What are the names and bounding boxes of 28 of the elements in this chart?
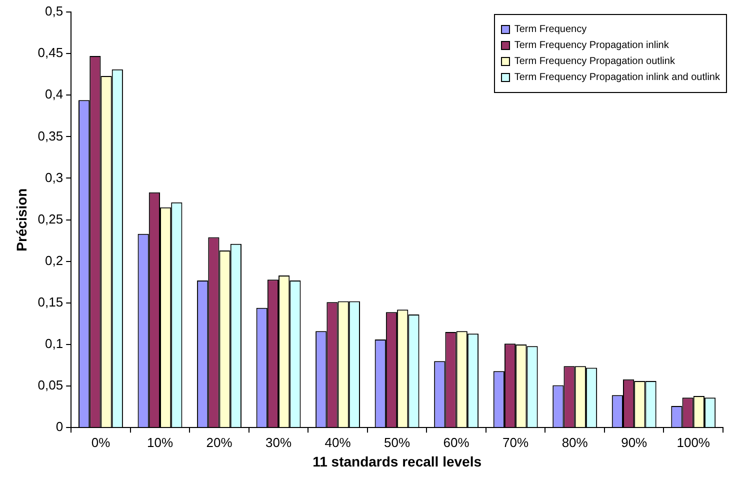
x-tick-label: 30% bbox=[266, 434, 292, 450]
x-tick-label: 40% bbox=[324, 434, 352, 450]
y-axis-title: Précision bbox=[13, 188, 30, 252]
x-tick-label: 0% bbox=[91, 434, 111, 450]
x-tick-label: 90% bbox=[621, 434, 648, 450]
y-tick-label: 0,4 bbox=[45, 86, 64, 102]
y-tick-label: 0,35 bbox=[38, 128, 64, 144]
y-tick-label: 0,15 bbox=[38, 294, 64, 310]
x-tick-label: 50% bbox=[384, 434, 410, 450]
legend-label: Term Frequency Propagation inlink and outlink bbox=[514, 72, 720, 83]
y-tick-label: 0,3 bbox=[45, 170, 64, 185]
y-tick-label: 0,2 bbox=[45, 252, 64, 268]
y-tick-label: 0,25 bbox=[38, 211, 64, 226]
x-tick-label: 10% bbox=[146, 434, 174, 450]
legend-label: Term Frequency Propagation outlink bbox=[514, 56, 675, 67]
x-tick-label: 100% bbox=[676, 434, 710, 450]
legend-label: Term Frequency bbox=[514, 24, 587, 35]
x-tick-label: 80% bbox=[562, 434, 588, 450]
y-tick-label: 0,5 bbox=[45, 4, 64, 19]
x-axis-title: 11 standards recall levels bbox=[312, 453, 482, 470]
y-tick-label: 0 bbox=[56, 419, 64, 434]
x-tick-label: 20% bbox=[206, 434, 233, 450]
y-tick-label: 0,1 bbox=[45, 336, 64, 352]
y-tick-label: 0,05 bbox=[38, 378, 64, 393]
x-tick-label: 60% bbox=[443, 434, 470, 450]
x-tick-label: 70% bbox=[502, 434, 530, 450]
legend-label: Term Frequency Propagation inlink bbox=[514, 40, 669, 51]
y-tick-label: 0,45 bbox=[38, 45, 64, 60]
